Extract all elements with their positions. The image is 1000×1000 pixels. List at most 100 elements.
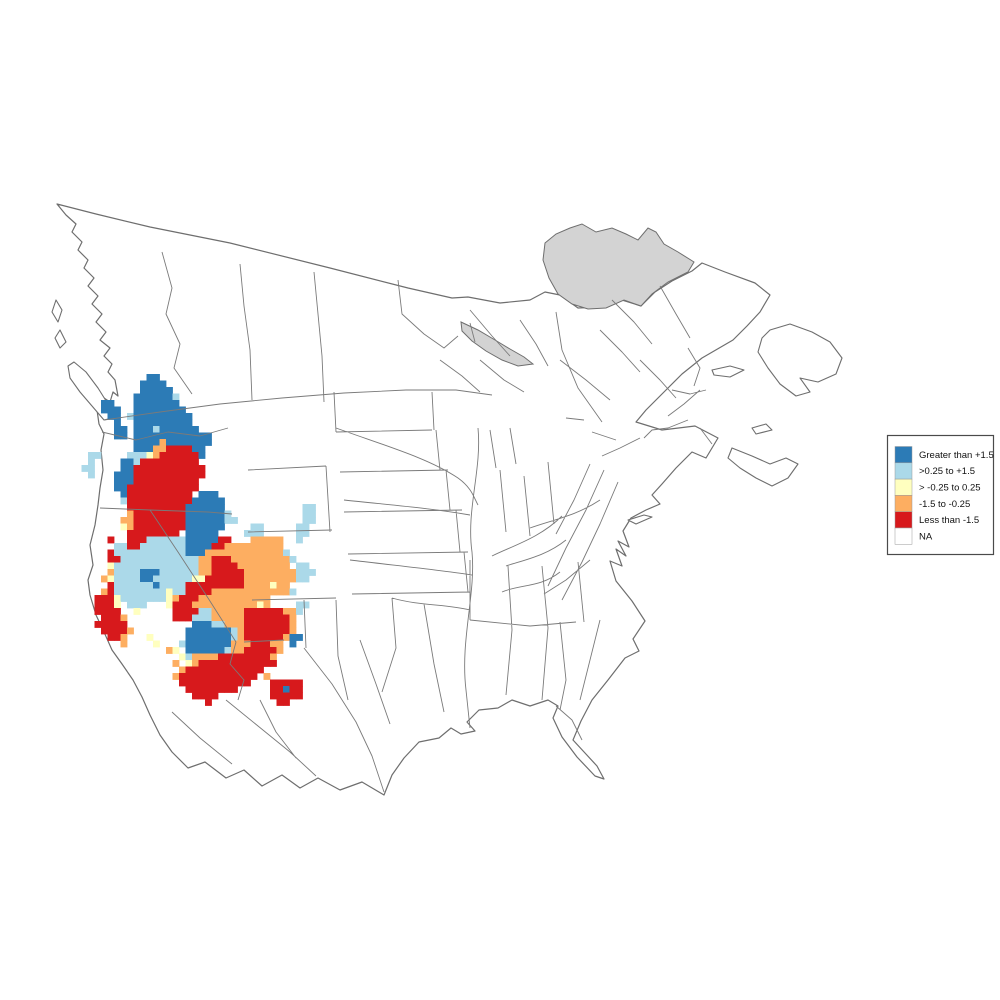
grid-cell xyxy=(172,562,180,570)
grid-cell xyxy=(153,549,160,557)
grid-cell xyxy=(205,692,212,700)
grid-cell xyxy=(231,517,238,524)
grid-cell xyxy=(250,562,258,570)
grid-cell xyxy=(257,608,264,615)
grid-cell xyxy=(120,465,128,472)
canada-watershed-lines xyxy=(439,285,707,417)
grid-cell xyxy=(263,673,271,680)
grid-cell xyxy=(302,517,310,524)
grid-cell xyxy=(179,588,186,596)
grid-cell xyxy=(192,666,199,674)
grid-cell xyxy=(263,621,271,628)
grid-cell xyxy=(257,562,264,570)
grid-cell xyxy=(244,647,251,654)
grid-cell xyxy=(198,523,206,531)
grid-cell xyxy=(114,634,121,641)
grid-cell xyxy=(296,530,303,537)
grid-cell xyxy=(179,439,186,446)
grid-cell xyxy=(211,679,219,687)
legend-label-3: -1.5 to -0.25 xyxy=(919,499,970,510)
grid-cell xyxy=(107,569,115,576)
grid-cell xyxy=(224,621,232,628)
grid-cell xyxy=(120,614,128,622)
grid-cell xyxy=(198,497,206,505)
grid-cell xyxy=(185,686,193,693)
grid-cell xyxy=(146,497,154,505)
grid-cell xyxy=(88,452,95,459)
grid-cell xyxy=(185,419,193,427)
grid-cell xyxy=(114,543,121,550)
grid-cell xyxy=(179,419,186,427)
grid-cell xyxy=(198,569,206,576)
grid-cell xyxy=(237,556,245,563)
grid-cell xyxy=(198,634,206,641)
grid-cell xyxy=(211,497,219,505)
grid-cell xyxy=(166,504,173,511)
grid-cell xyxy=(244,666,251,674)
grid-cell xyxy=(302,523,310,531)
grid-cell xyxy=(153,595,160,602)
grid-cell xyxy=(107,413,115,420)
grid-cell xyxy=(179,601,186,609)
grid-cell xyxy=(166,413,173,420)
grid-cell xyxy=(140,588,147,596)
grid-cell xyxy=(179,666,186,674)
grid-cell xyxy=(263,634,271,641)
grid-cell xyxy=(133,458,141,466)
grid-cell xyxy=(302,504,310,511)
grid-cell xyxy=(211,543,219,550)
grid-cell xyxy=(133,491,141,498)
grid-cell xyxy=(192,523,199,531)
grid-cell xyxy=(107,601,115,609)
grid-cell xyxy=(140,406,147,414)
grid-cell xyxy=(127,601,134,609)
grid-cell xyxy=(159,517,167,524)
grid-cell xyxy=(218,608,225,615)
legend-label-0: Greater than +1.5 xyxy=(919,450,994,461)
grid-cell xyxy=(218,673,225,680)
grid-cell xyxy=(120,634,128,641)
grid-cell xyxy=(172,536,180,544)
grid-cell xyxy=(153,445,160,453)
grid-cell xyxy=(133,497,141,505)
grid-cell xyxy=(192,588,199,596)
grid-cell xyxy=(166,465,173,472)
grid-cell xyxy=(309,504,316,511)
legend: Greater than +1.5 >0.25 to +1.5 > -0.25 to… xyxy=(886,434,995,556)
grid-cell xyxy=(205,647,212,654)
grid-cell xyxy=(172,413,180,420)
grid-cell xyxy=(179,653,186,661)
grid-cell xyxy=(159,543,167,550)
grid-cell xyxy=(224,601,232,609)
grid-cell xyxy=(101,614,108,622)
grid-cell xyxy=(179,504,186,511)
grid-cell xyxy=(166,582,173,589)
grid-cell xyxy=(276,549,284,557)
grid-cell xyxy=(146,549,154,557)
grid-cell xyxy=(309,517,316,524)
grid-cell xyxy=(263,614,271,622)
grid-cell xyxy=(153,458,160,466)
grid-cell xyxy=(198,601,206,609)
grid-cell xyxy=(211,523,219,531)
grid-cell xyxy=(172,556,180,563)
grid-cell xyxy=(179,471,186,479)
grid-cell xyxy=(146,588,154,596)
grid-cell xyxy=(120,575,128,583)
grid-cell xyxy=(140,575,147,583)
grid-cell xyxy=(153,536,160,544)
grid-cell xyxy=(218,595,225,602)
grid-cell xyxy=(159,406,167,414)
grid-cell xyxy=(146,445,154,453)
legend-swatch-5 xyxy=(894,527,913,545)
grid-cell xyxy=(185,445,193,453)
grid-cell xyxy=(231,556,238,563)
grid-cell xyxy=(276,614,284,622)
grid-cell xyxy=(185,549,193,557)
grid-cell xyxy=(166,569,173,576)
grid-cell xyxy=(166,471,173,479)
grid-cell xyxy=(101,575,108,583)
grid-cell xyxy=(231,627,238,635)
grid-cell xyxy=(211,562,219,570)
grid-cell xyxy=(218,614,225,622)
